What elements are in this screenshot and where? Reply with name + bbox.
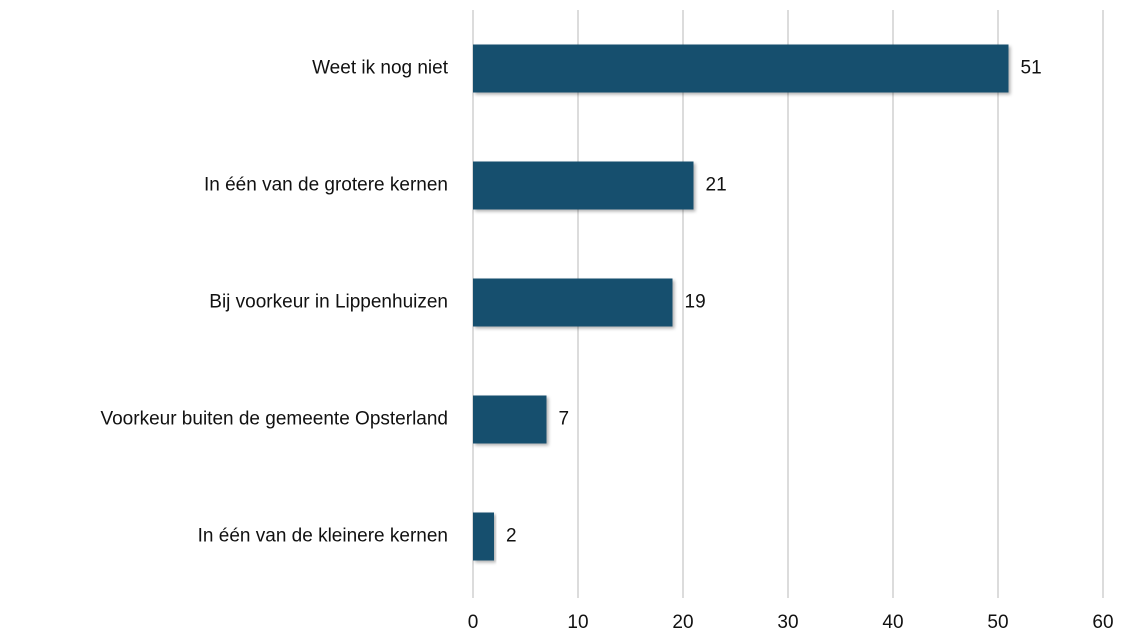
bar bbox=[473, 512, 494, 561]
y-tick-label: In één van de kleinere kernen bbox=[198, 526, 448, 547]
x-tick-label: 40 bbox=[882, 612, 903, 633]
data-label: 2 bbox=[506, 526, 517, 547]
bar bbox=[473, 395, 547, 444]
data-label: 51 bbox=[1021, 58, 1042, 79]
x-tick-label: 30 bbox=[777, 612, 798, 633]
y-tick-label: Bij voorkeur in Lippenhuizen bbox=[209, 292, 448, 313]
data-label: 19 bbox=[685, 292, 706, 313]
x-tick-label: 20 bbox=[672, 612, 693, 633]
x-tick-label: 10 bbox=[567, 612, 588, 633]
y-tick-label: Voorkeur buiten de gemeente Opsterland bbox=[100, 409, 448, 430]
data-label: 7 bbox=[559, 409, 570, 430]
bar bbox=[473, 161, 694, 210]
y-tick-label: Weet ik nog niet bbox=[312, 58, 449, 79]
bar bbox=[473, 278, 673, 327]
x-tick-label: 50 bbox=[987, 612, 1008, 633]
data-label: 21 bbox=[706, 175, 727, 196]
y-tick-label: In één van de grotere kernen bbox=[204, 175, 448, 196]
bar bbox=[473, 44, 1009, 93]
x-tick-label: 60 bbox=[1092, 612, 1113, 633]
x-tick-label: 0 bbox=[468, 612, 479, 633]
